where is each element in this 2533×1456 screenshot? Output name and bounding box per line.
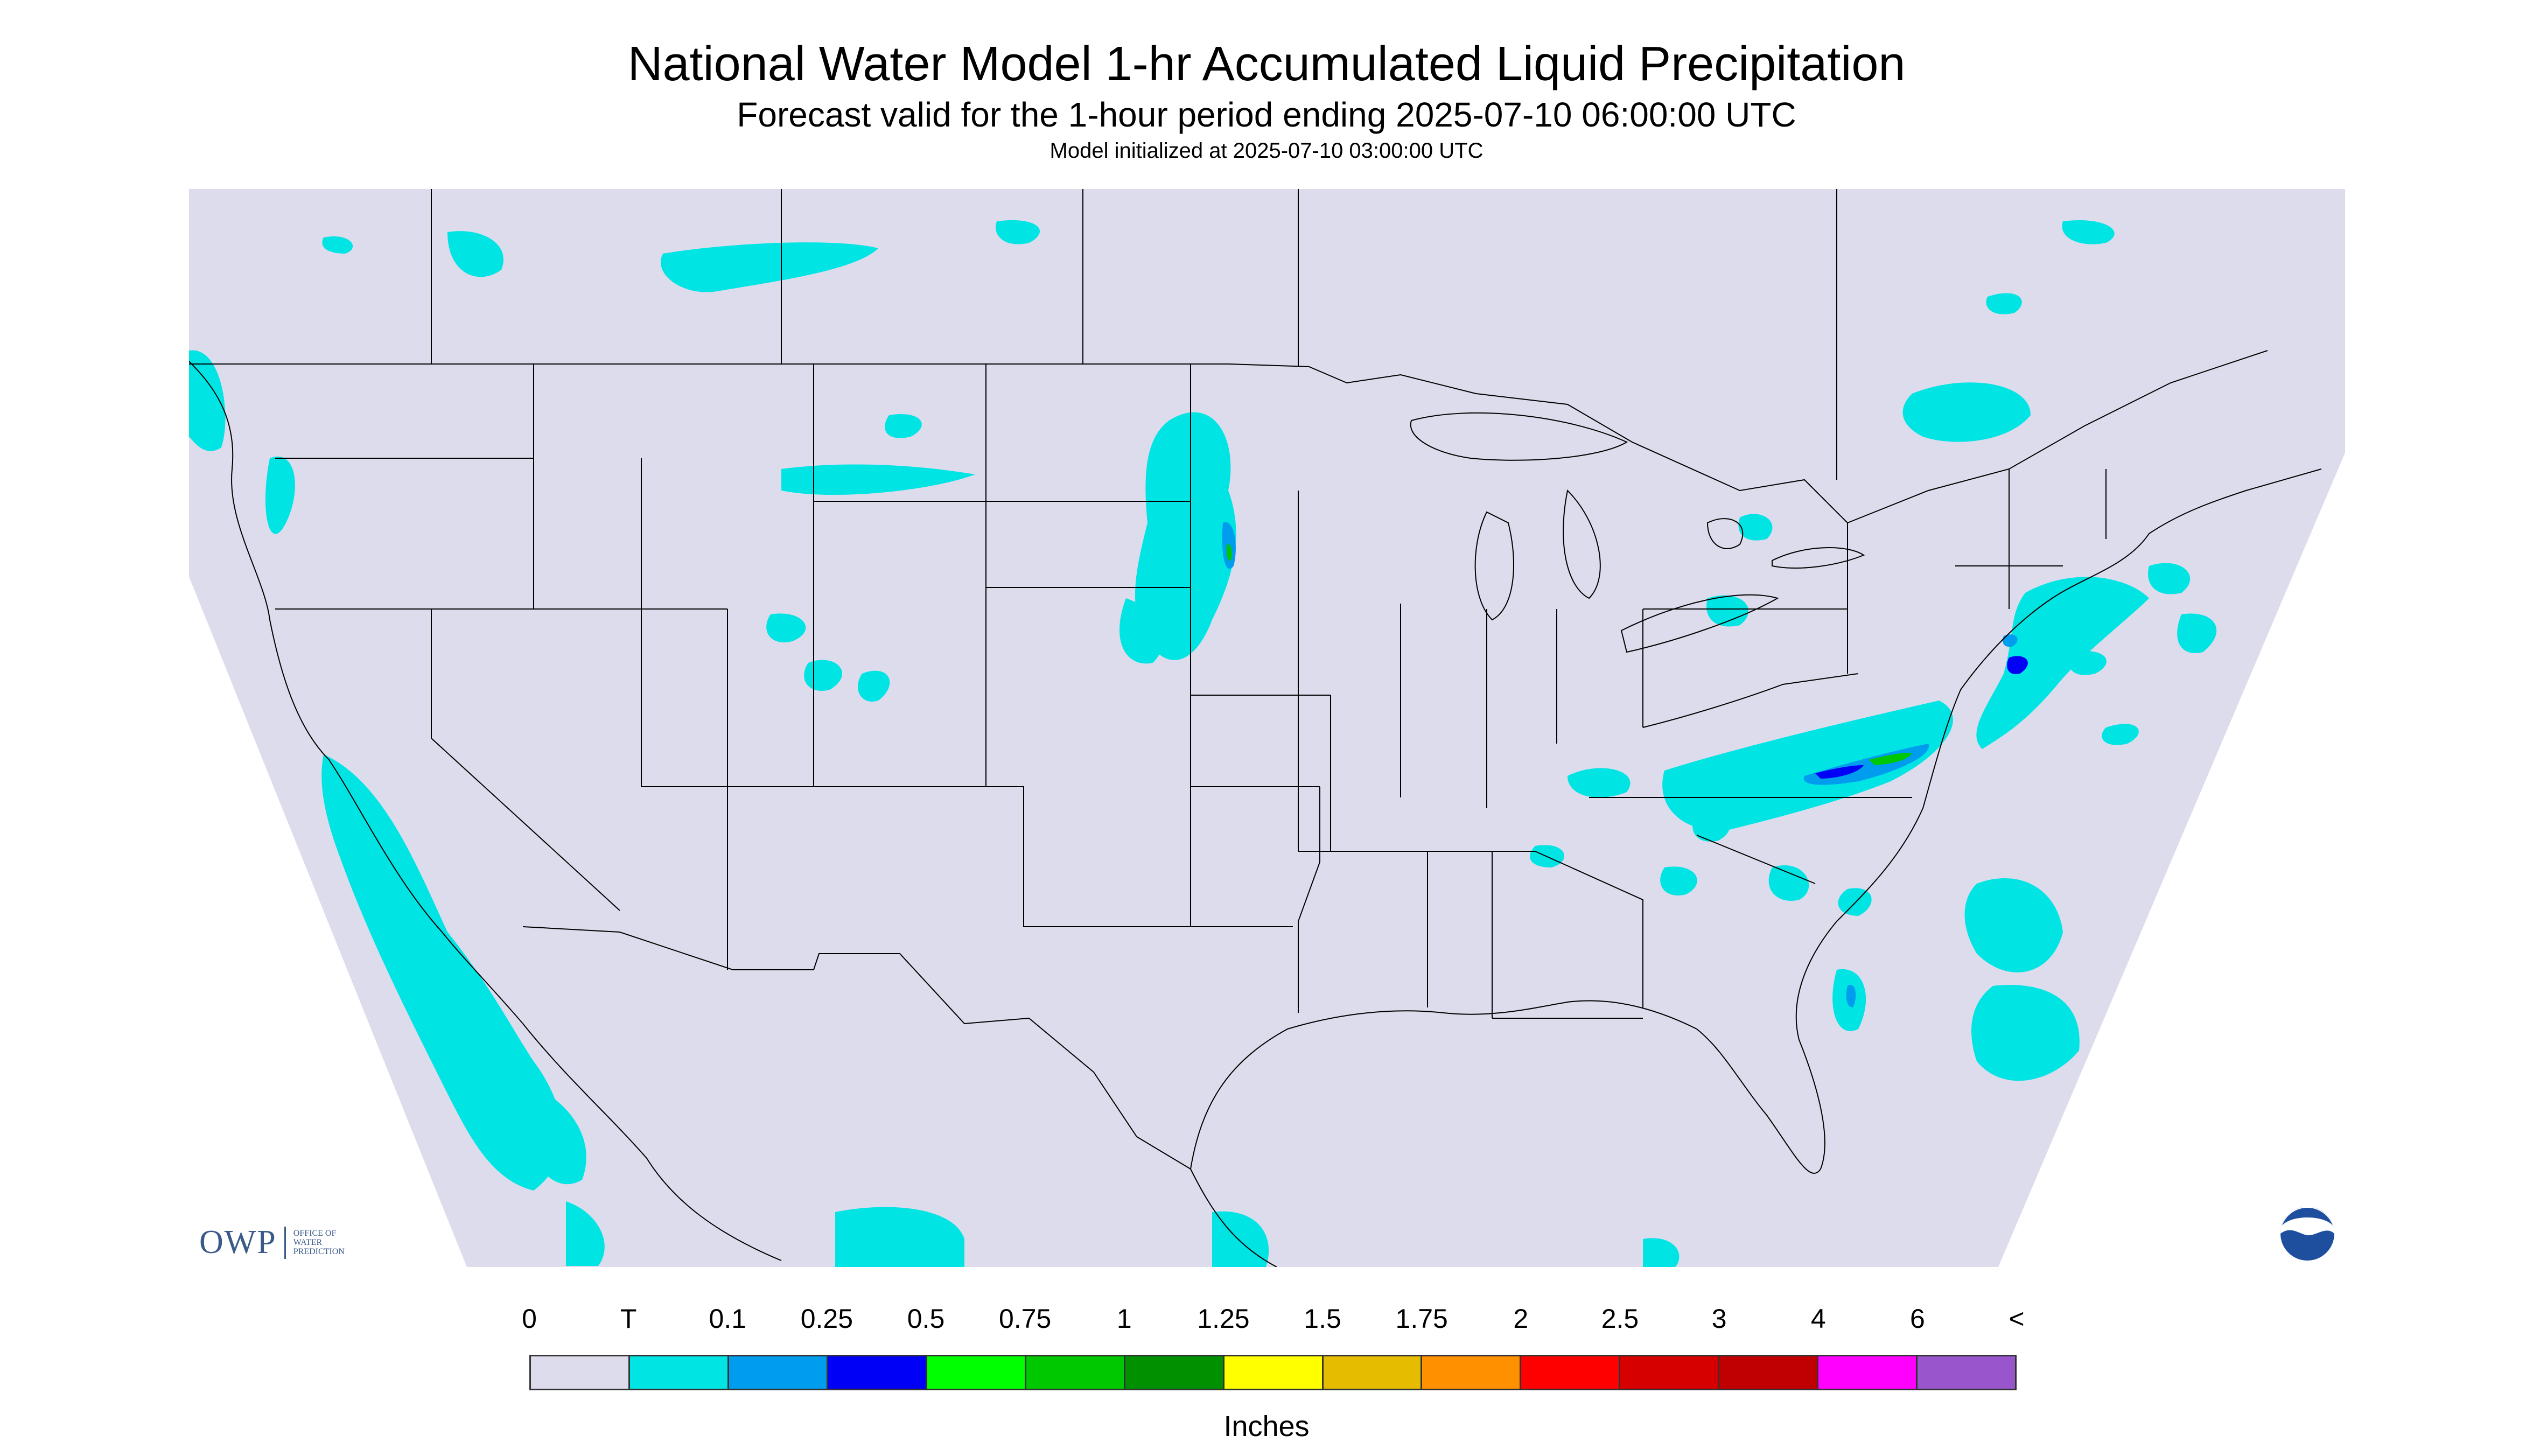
legend-labels: 0 T 0.1 0.25 0.5 0.75 1 1.25 1.5 1.75 2 2.5 3 4 6 < [0,1303,2533,1341]
legend-units: Inches [1223,1410,1310,1443]
legend-label: 0.25 [800,1304,853,1334]
legend-color-bar [529,1355,2017,1390]
model-init-text: Model initialized at 2025-07-10 03:00:00… [1049,139,1484,163]
legend-label: 0.75 [998,1304,1052,1334]
legend-label: 1.75 [1395,1304,1448,1334]
legend-swatch [1521,1356,1621,1389]
legend-swatch [729,1356,828,1389]
heavy-precip-cores [1222,522,2028,1007]
legend-swatch [531,1356,630,1389]
legend-swatch [1323,1356,1423,1389]
legend-swatch [1224,1356,1324,1389]
legend-swatch [1620,1356,1720,1389]
owp-logo: OWP OFFICE OF WATER PREDICTION [199,1223,345,1262]
legend-label: 1.5 [1304,1304,1341,1334]
legend-label: 0 [522,1304,537,1334]
legend-swatch [1918,1356,2016,1389]
political-borders [189,189,2322,1267]
legend-label: 0.5 [907,1304,945,1334]
legend-label: 2 [1513,1304,1529,1334]
legend-label: 0.1 [709,1304,747,1334]
legend-label: 1.25 [1197,1304,1250,1334]
legend-label: 1 [1116,1304,1132,1334]
legend-label: 3 [1711,1304,1727,1334]
legend-label: 4 [1810,1304,1826,1334]
map-title: National Water Model 1-hr Accumulated Li… [627,37,1906,91]
legend-swatch [927,1356,1026,1389]
map-subtitle: Forecast valid for the 1-hour period end… [737,95,1796,134]
legend-label: 2.5 [1601,1304,1639,1334]
map-domain [189,189,2345,1267]
legend-swatch [1719,1356,1819,1389]
precipitation-map [189,189,2345,1267]
legend-label: 6 [1909,1304,1925,1334]
legend-swatch [1125,1356,1224,1389]
legend-swatch [1422,1356,1522,1389]
legend-label: T [620,1304,637,1334]
noaa-logo-text: NOAA [2295,1217,2320,1227]
legend-label: < [2009,1304,2025,1334]
noaa-logo-icon: NOAA [2280,1207,2334,1261]
owp-logo-text: OFFICE OF WATER PREDICTION [293,1229,345,1256]
legend-swatch [629,1356,729,1389]
precip-areas [189,220,2217,1267]
owp-logo-divider [284,1226,286,1259]
legend-swatch [828,1356,927,1389]
legend-swatch [1026,1356,1125,1389]
legend-swatch [1818,1356,1918,1389]
owp-logo-abbr: OWP [199,1224,277,1261]
